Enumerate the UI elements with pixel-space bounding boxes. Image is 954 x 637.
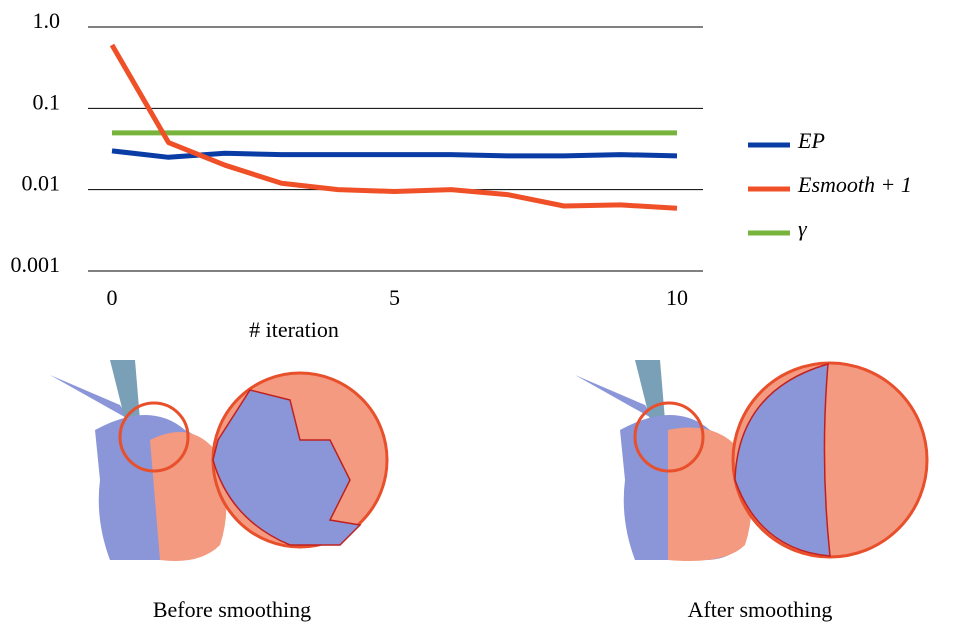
legend-label: Esmooth + 1 (797, 172, 912, 197)
caption: Before smoothing (153, 597, 311, 622)
y-tick-label: 0.001 (11, 252, 61, 277)
series-line (112, 45, 677, 208)
figure: # iteration Before smoothing After smoot… (0, 0, 954, 637)
x-tick-label: 5 (389, 285, 400, 310)
x-tick-label: 10 (666, 285, 688, 310)
y-tick-label: 0.01 (22, 171, 61, 196)
x-tick-label: 0 (107, 285, 118, 310)
y-tick-label: 0.1 (33, 89, 61, 114)
bunny-after (575, 360, 927, 561)
bunny-before (50, 360, 387, 561)
x-axis-label: # iteration (249, 317, 339, 342)
legend-label: γ (798, 216, 808, 241)
caption: After smoothing (688, 597, 833, 622)
legend-label: EP (797, 128, 825, 153)
y-tick-label: 1.0 (33, 8, 61, 33)
